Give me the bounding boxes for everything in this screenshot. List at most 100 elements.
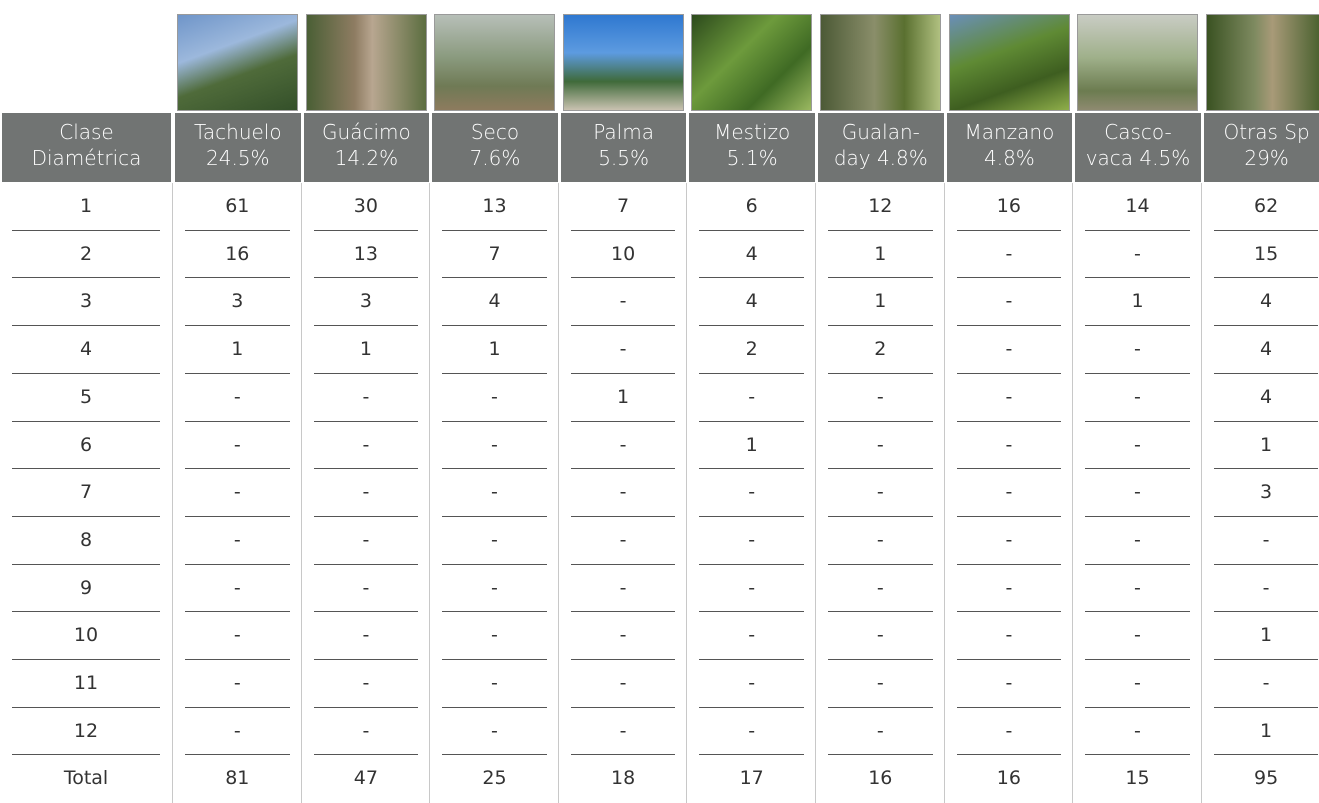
row-rule — [1213, 611, 1319, 613]
cell: 6 — [79, 433, 93, 456]
column-separator — [429, 183, 431, 803]
cell: - — [876, 481, 884, 504]
cell: 15 — [1254, 242, 1279, 265]
cell: 8 — [79, 528, 93, 551]
row-rule — [313, 563, 419, 565]
cell: - — [1005, 576, 1013, 599]
column-separator — [815, 183, 816, 803]
cell: - — [1262, 528, 1270, 551]
row-rule — [185, 515, 290, 517]
header-line: Seco — [470, 120, 520, 144]
cell: - — [1134, 338, 1141, 361]
cell: 1 — [745, 433, 758, 456]
cell: 5 — [79, 385, 93, 408]
row-rule — [956, 229, 1062, 231]
row-rule — [828, 563, 933, 565]
cell: 4 — [1260, 338, 1273, 361]
row-rule — [1085, 229, 1190, 231]
cell: - — [491, 481, 498, 504]
cell: 2 — [745, 338, 758, 361]
row-rule — [699, 468, 804, 470]
cell: - — [1005, 338, 1013, 361]
cell: 4 — [745, 242, 758, 265]
cell: - — [1134, 528, 1141, 551]
cell: - — [619, 528, 627, 551]
column-separator — [557, 183, 559, 803]
header-line: Diamétrica — [31, 146, 142, 170]
header-line: Guácimo — [322, 120, 411, 144]
row-rule — [570, 372, 676, 374]
row-rule — [442, 515, 547, 517]
cell: - — [876, 433, 884, 456]
cell: 18 — [611, 767, 636, 790]
cell: - — [619, 338, 627, 361]
row-rule — [1213, 277, 1319, 279]
row-rule — [699, 563, 804, 565]
cell: 17 — [739, 767, 764, 790]
row-rule — [12, 563, 160, 565]
cell: - — [1134, 672, 1141, 694]
row-rule — [313, 468, 419, 470]
cell: - — [362, 481, 370, 504]
column-header: Casco-vaca 4.5% — [1075, 113, 1201, 182]
cell: 12 — [868, 195, 893, 217]
cell: - — [362, 385, 370, 408]
column-header: Palma 5.5% — [560, 113, 687, 182]
cell: - — [233, 481, 241, 504]
row-rule — [1085, 372, 1190, 374]
row-rule — [699, 659, 804, 660]
row-rule — [1213, 754, 1319, 756]
header-line: Mestizo — [714, 120, 791, 144]
cell: 1 — [359, 338, 372, 361]
cell: - — [491, 528, 498, 551]
row-rule — [12, 515, 160, 517]
column-separator — [943, 183, 945, 803]
cell: - — [876, 576, 884, 599]
header-line: 5.1% — [726, 146, 778, 170]
photo — [820, 14, 941, 111]
cell: 81 — [225, 767, 250, 790]
column-header: Manzano 4.8% — [946, 113, 1073, 182]
cell: - — [233, 624, 241, 647]
header-line: Gualan- — [841, 120, 920, 144]
row-rule — [1085, 611, 1190, 613]
row-rule — [442, 229, 547, 231]
cell: - — [876, 719, 884, 742]
row-rule — [1213, 229, 1319, 231]
cell: 1 — [1260, 433, 1273, 456]
row-rule — [956, 659, 1062, 660]
photo — [562, 14, 684, 111]
cell: - — [362, 576, 370, 599]
cell: - — [1134, 719, 1141, 742]
cell: - — [491, 672, 498, 694]
row-rule — [12, 325, 160, 327]
row-rule — [828, 611, 933, 613]
row-rule — [1213, 515, 1319, 517]
cell: - — [362, 528, 370, 551]
row-rule — [313, 325, 419, 327]
cell: - — [491, 385, 498, 408]
row-rule — [1213, 420, 1319, 422]
row-rule — [570, 563, 676, 565]
row-rule — [313, 229, 419, 231]
row-rule — [1213, 659, 1319, 660]
header-line: 14.2% — [334, 146, 399, 170]
cell: - — [1134, 433, 1141, 456]
row-rule — [185, 277, 290, 279]
cell: 9 — [79, 576, 93, 599]
column-separator — [686, 183, 688, 803]
cell: 16 — [996, 195, 1021, 217]
row-rule — [828, 706, 933, 708]
row-rule — [828, 420, 933, 422]
cell: 14 — [1125, 195, 1150, 217]
row-rule — [313, 754, 419, 756]
row-rule — [185, 659, 290, 660]
row-rule — [956, 325, 1062, 327]
cell: 10 — [73, 624, 99, 647]
cell: 1 — [231, 338, 244, 361]
header-line: Clase — [59, 120, 114, 144]
column-header: Seco 7.6% — [432, 113, 558, 182]
row-rule — [956, 277, 1062, 279]
photo — [948, 14, 1070, 111]
cell: - — [748, 385, 756, 408]
